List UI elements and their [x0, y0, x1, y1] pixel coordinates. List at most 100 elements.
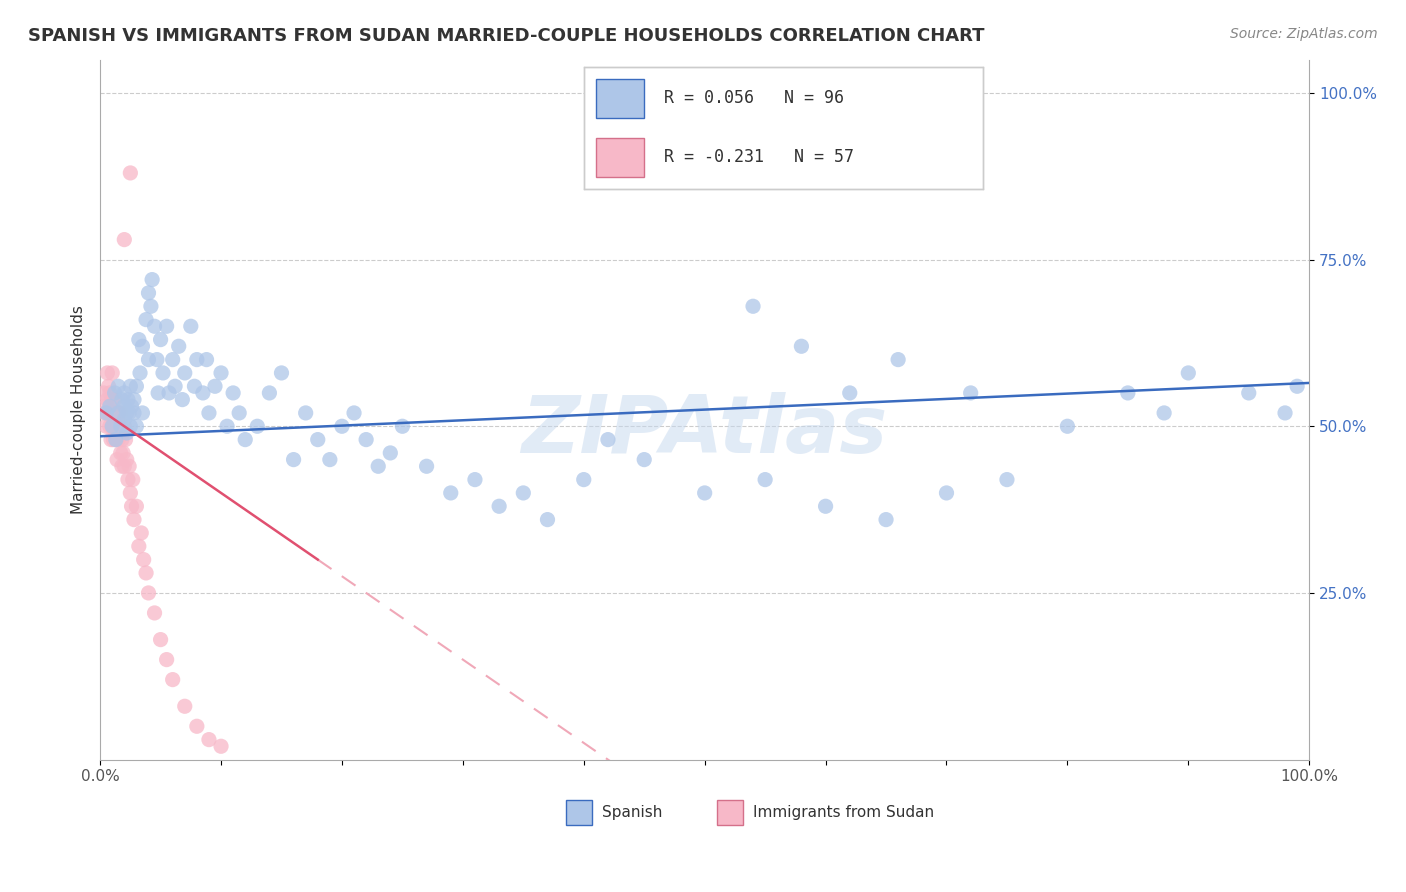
Point [152, 366, 174, 380]
Point [180, 319, 202, 334]
Point [294, 406, 316, 420]
Point [209, 366, 232, 380]
Point [143, 606, 166, 620]
Point [114, 433, 136, 447]
Point [104, 392, 127, 407]
Point [270, 366, 292, 380]
Point [128, 333, 150, 347]
Point [875, 513, 897, 527]
Point [1056, 419, 1078, 434]
Point [112, 386, 135, 401]
Point [138, 285, 160, 300]
Point [596, 433, 619, 447]
Point [198, 406, 221, 420]
Point [343, 406, 366, 420]
Point [120, 166, 142, 180]
Point [101, 419, 124, 434]
Point [354, 433, 377, 447]
Point [162, 352, 184, 367]
Point [131, 339, 153, 353]
Text: Source: ZipAtlas.com: Source: ZipAtlas.com [1230, 27, 1378, 41]
Point [129, 366, 152, 380]
Point [246, 419, 269, 434]
Point [94, 406, 117, 420]
Point [97, 379, 120, 393]
Text: Spanish: Spanish [602, 805, 662, 820]
Point [183, 379, 205, 393]
Text: ZIPAtlas: ZIPAtlas [522, 392, 887, 469]
Point [132, 552, 155, 566]
Point [195, 352, 218, 367]
Point [995, 473, 1018, 487]
Text: Immigrants from Sudan: Immigrants from Sudan [754, 805, 934, 820]
Point [415, 459, 437, 474]
Point [98, 386, 121, 401]
Point [380, 446, 402, 460]
Point [222, 386, 245, 401]
Point [93, 386, 115, 401]
Point [146, 386, 169, 401]
Point [633, 452, 655, 467]
Point [172, 392, 194, 407]
Point [98, 419, 121, 434]
Point [107, 406, 129, 420]
Point [96, 406, 118, 420]
Point [135, 312, 157, 326]
Point [173, 366, 195, 380]
Point [111, 459, 134, 474]
Point [186, 719, 208, 733]
Point [572, 473, 595, 487]
Point [121, 399, 143, 413]
Point [165, 379, 187, 393]
Point [135, 566, 157, 580]
Point [122, 392, 145, 407]
Point [167, 339, 190, 353]
Point [330, 419, 353, 434]
Point [115, 452, 138, 467]
Point [138, 352, 160, 367]
Point [107, 406, 129, 420]
Point [1274, 406, 1296, 420]
Point [101, 366, 124, 380]
Point [131, 406, 153, 420]
Point [105, 452, 128, 467]
Point [1116, 386, 1139, 401]
Point [391, 419, 413, 434]
Point [217, 419, 239, 434]
Point [1177, 366, 1199, 380]
Point [149, 333, 172, 347]
Point [283, 452, 305, 467]
Point [111, 433, 134, 447]
Point [156, 319, 179, 334]
Point [129, 525, 152, 540]
Point [117, 392, 139, 407]
Point [887, 352, 910, 367]
Point [121, 500, 143, 514]
Point [157, 386, 180, 401]
Point [125, 419, 148, 434]
Point [1237, 386, 1260, 401]
Point [108, 419, 131, 434]
Point [156, 652, 179, 666]
Point [115, 406, 138, 420]
Point [259, 386, 281, 401]
Point [198, 732, 221, 747]
Point [105, 419, 128, 434]
Point [440, 486, 463, 500]
Point [141, 272, 163, 286]
Point [693, 486, 716, 500]
Point [100, 406, 122, 420]
Point [96, 366, 118, 380]
Point [125, 500, 148, 514]
Point [122, 406, 145, 420]
Point [307, 433, 329, 447]
Point [742, 299, 765, 313]
Point [191, 386, 214, 401]
Point [838, 386, 860, 401]
Point [120, 486, 142, 500]
Point [103, 433, 125, 447]
Point [112, 459, 135, 474]
Point [122, 513, 145, 527]
Point [149, 632, 172, 647]
Point [103, 406, 125, 420]
